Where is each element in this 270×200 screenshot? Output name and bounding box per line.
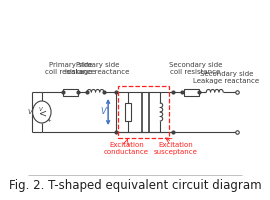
- Bar: [125, 103, 131, 121]
- Text: Secondary side
coil resistance: Secondary side coil resistance: [169, 62, 222, 75]
- Text: <: <: [39, 108, 47, 118]
- Text: +: +: [46, 117, 51, 122]
- Text: Fig. 2. T-shaped equivalent circuit diagram: Fig. 2. T-shaped equivalent circuit diag…: [9, 180, 261, 192]
- Text: Vʹ: Vʹ: [100, 108, 108, 116]
- Text: Primary side
coil resistance: Primary side coil resistance: [45, 62, 96, 75]
- Bar: [118, 86, 169, 138]
- Text: Primary side
leakage reactance: Primary side leakage reactance: [65, 62, 129, 75]
- Bar: [184, 88, 199, 96]
- Bar: [63, 88, 78, 96]
- Text: V: V: [28, 109, 32, 115]
- Text: Excitation
susceptance: Excitation susceptance: [153, 142, 197, 155]
- Circle shape: [33, 101, 51, 123]
- Text: V: V: [38, 107, 42, 112]
- Text: Secondary side
Leakage reactance: Secondary side Leakage reactance: [193, 71, 259, 84]
- Text: Excitation
conductance: Excitation conductance: [104, 142, 149, 155]
